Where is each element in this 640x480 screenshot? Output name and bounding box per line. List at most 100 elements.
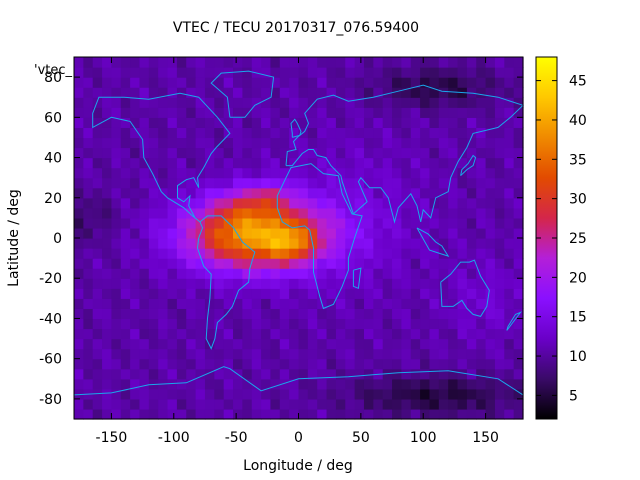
heatmap-cell bbox=[242, 127, 253, 139]
heatmap-cell bbox=[476, 378, 487, 390]
heatmap-cell bbox=[410, 107, 421, 118]
heatmap-cell bbox=[214, 268, 225, 279]
heatmap-cell bbox=[466, 348, 477, 360]
heatmap-cell bbox=[92, 278, 103, 289]
heatmap-cell bbox=[335, 248, 346, 259]
heatmap-cell bbox=[102, 278, 113, 289]
heatmap-cell bbox=[466, 187, 477, 199]
heatmap-cell bbox=[345, 308, 356, 320]
heatmap-cell bbox=[148, 308, 159, 320]
heatmap-cell bbox=[420, 127, 431, 139]
heatmap-cell bbox=[307, 77, 318, 88]
heatmap-cell bbox=[317, 378, 328, 390]
heatmap-cell bbox=[298, 308, 309, 320]
heatmap-cell bbox=[317, 137, 328, 149]
heatmap-cell bbox=[195, 288, 206, 299]
heatmap-cell bbox=[204, 157, 215, 169]
heatmap-cell bbox=[420, 137, 431, 149]
heatmap-cell bbox=[401, 328, 412, 340]
heatmap-cell bbox=[401, 77, 412, 88]
heatmap-cell bbox=[317, 408, 328, 420]
heatmap-cell bbox=[410, 157, 421, 169]
heatmap-cell bbox=[270, 398, 281, 410]
heatmap-cell bbox=[307, 348, 318, 360]
heatmap-cell bbox=[176, 378, 187, 390]
heatmap-cell bbox=[466, 298, 477, 309]
heatmap-cell bbox=[270, 248, 281, 259]
heatmap-cell bbox=[382, 177, 393, 189]
heatmap-cell bbox=[242, 318, 253, 330]
heatmap-cell bbox=[466, 67, 477, 78]
heatmap-cell bbox=[307, 137, 318, 149]
heatmap-cell bbox=[354, 318, 365, 330]
x-tick-label: 0 bbox=[294, 430, 303, 446]
heatmap-cell bbox=[476, 217, 487, 229]
heatmap-cell bbox=[363, 398, 374, 410]
heatmap-cell bbox=[270, 388, 281, 400]
heatmap-cell bbox=[83, 127, 94, 139]
heatmap-cell bbox=[457, 358, 468, 370]
heatmap-cell bbox=[130, 167, 141, 179]
heatmap-cell bbox=[392, 408, 402, 420]
x-tick-label: 100 bbox=[410, 430, 437, 446]
heatmap-cell bbox=[392, 147, 402, 159]
heatmap-cell bbox=[204, 388, 215, 400]
heatmap-cell bbox=[130, 87, 141, 98]
heatmap-cell bbox=[382, 338, 393, 350]
heatmap-cell bbox=[354, 167, 365, 179]
heatmap-cell bbox=[354, 288, 365, 299]
heatmap-cell bbox=[457, 318, 468, 330]
heatmap-cell bbox=[373, 187, 384, 199]
heatmap-cell bbox=[494, 298, 505, 309]
heatmap-cell bbox=[167, 127, 178, 139]
heatmap-cell bbox=[485, 187, 496, 199]
heatmap-cell bbox=[354, 147, 365, 159]
heatmap-cell bbox=[233, 238, 243, 249]
coast-greenland bbox=[210, 70, 275, 118]
heatmap-cell bbox=[102, 147, 113, 159]
heatmap-cell bbox=[204, 338, 215, 350]
heatmap-cell bbox=[438, 87, 449, 98]
heatmap-cell bbox=[214, 77, 225, 88]
heatmap-cell bbox=[111, 97, 122, 108]
heatmap-cell bbox=[242, 358, 253, 370]
heatmap-cell bbox=[139, 87, 150, 98]
heatmap-cell bbox=[186, 388, 197, 400]
heatmap-cell bbox=[429, 137, 440, 149]
heatmap-cell bbox=[494, 408, 505, 420]
heatmap-cell bbox=[429, 398, 440, 410]
heatmap-cell bbox=[92, 298, 103, 309]
heatmap-cell bbox=[139, 97, 150, 108]
heatmap-cell bbox=[494, 398, 505, 410]
heatmap-cell bbox=[513, 67, 524, 78]
heatmap-cell bbox=[345, 278, 356, 289]
heatmap-cell bbox=[420, 258, 431, 269]
heatmap-cell bbox=[83, 308, 94, 320]
heatmap-cell bbox=[307, 147, 318, 159]
heatmap-cell bbox=[429, 388, 440, 400]
heatmap-cell bbox=[261, 318, 272, 330]
heatmap-cell bbox=[373, 117, 384, 128]
heatmap-cell bbox=[270, 268, 281, 279]
heatmap-cell bbox=[120, 378, 131, 390]
heatmap-cell bbox=[148, 408, 159, 420]
heatmap-cell bbox=[214, 358, 225, 370]
heatmap-cell bbox=[457, 207, 468, 219]
heatmap-cell bbox=[410, 97, 421, 108]
heatmap-cell bbox=[270, 127, 281, 139]
heatmap-cell bbox=[298, 298, 309, 309]
heatmap-cell bbox=[504, 117, 515, 128]
heatmap-cell bbox=[345, 298, 356, 309]
heatmap-cell bbox=[111, 308, 122, 320]
heatmap-cell bbox=[167, 328, 178, 340]
heatmap-cell bbox=[429, 117, 440, 128]
heatmap-cell bbox=[139, 368, 150, 380]
heatmap-cell bbox=[513, 187, 524, 199]
heatmap-cell bbox=[167, 268, 178, 279]
heatmap-cell bbox=[485, 278, 496, 289]
heatmap-cell bbox=[139, 67, 150, 78]
heatmap-cell bbox=[363, 358, 374, 370]
heatmap-cell bbox=[204, 87, 215, 98]
heatmap-cell bbox=[74, 238, 84, 249]
heatmap-cell bbox=[186, 167, 197, 179]
